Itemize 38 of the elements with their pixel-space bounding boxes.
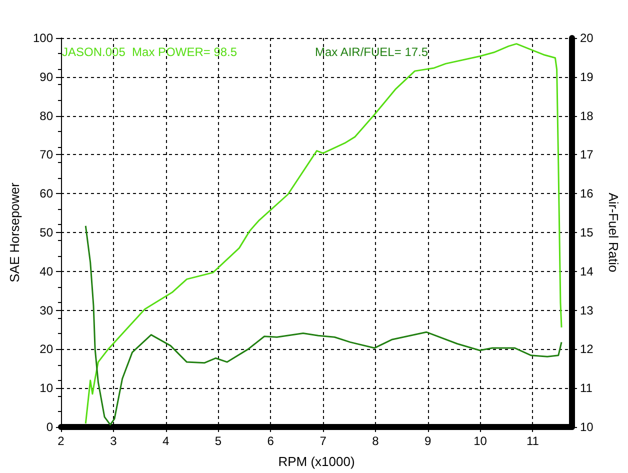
y2-axis-title: Air-Fuel Ratio	[606, 192, 621, 272]
y2-tick-label: 15	[580, 226, 594, 240]
annotation: JASON.005 Max POWER= 98.5	[62, 45, 238, 59]
y2-tick-label: 12	[580, 342, 594, 356]
y2-tick-label: 19	[580, 70, 594, 84]
y2-tick-label: 11	[580, 381, 593, 396]
y2-tick-label: 17	[580, 148, 594, 162]
x-tick-label: 5	[214, 434, 222, 448]
y-tick-label: 20	[40, 342, 54, 356]
x-tick-label: 10	[474, 434, 488, 448]
y-tick-label: 0	[46, 420, 54, 434]
x-tick-label: 11	[526, 434, 540, 448]
y-tick-label: 50	[40, 226, 54, 240]
y-tick-label: 80	[40, 108, 54, 123]
y2-tick-label: 10	[580, 420, 594, 434]
y2-tick-label: 14	[580, 264, 594, 278]
y-tick-label: 40	[40, 264, 54, 278]
y-tick-label: 60	[40, 186, 54, 201]
x-axis-title: RPM (x1000)	[278, 454, 355, 469]
y-tick-label: 30	[40, 303, 54, 318]
annotation: Max AIR/FUEL= 17.5	[315, 45, 428, 59]
y2-tick-label: 16	[580, 186, 594, 201]
y-tick-label: 90	[40, 70, 54, 84]
y-axis-title: SAE Horsepower	[7, 182, 22, 282]
x-tick-label: 9	[424, 434, 432, 448]
y2-tick-label: 20	[580, 31, 594, 45]
y-tick-label: 70	[40, 148, 54, 162]
y2-tick-label: 13	[580, 303, 594, 318]
y2-tick-label: 18	[580, 108, 594, 123]
x-tick-label: 7	[320, 434, 327, 448]
x-tick-label: 8	[372, 434, 380, 448]
line-series	[84, 225, 562, 426]
y-tick-label: 100	[32, 31, 54, 45]
y-tick-label: 10	[40, 381, 54, 396]
x-tick-label: 4	[162, 434, 170, 448]
x-tick-label: 2	[58, 434, 65, 448]
x-tick-label: 6	[267, 434, 274, 448]
x-tick-label: 3	[110, 434, 118, 448]
